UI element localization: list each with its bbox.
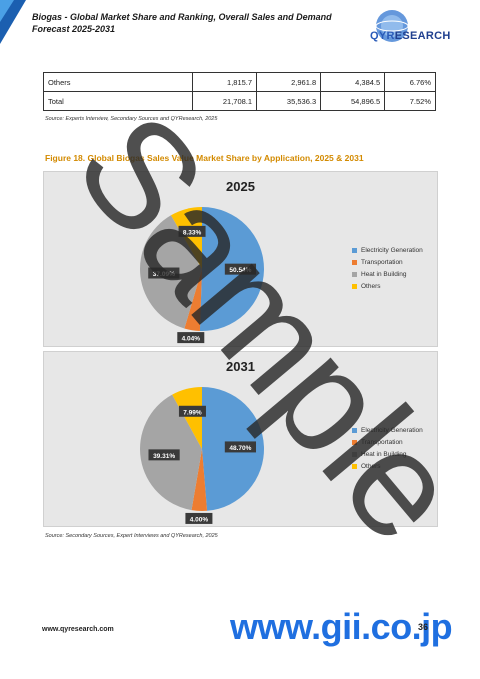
table-cell: 21,708.1: [191, 91, 258, 111]
document-header-title: Biogas - Global Market Share and Ranking…: [32, 12, 332, 34]
chart-source-note: Source: Secondary Sources, Expert Interv…: [45, 533, 218, 539]
slice-data-label: 48.70%: [224, 441, 257, 453]
page-number: 36: [418, 622, 429, 632]
table-cell: 54,896.5: [320, 91, 386, 111]
pie-slice: [171, 207, 202, 269]
qyresearch-logo: [375, 10, 409, 42]
legend-item: Electricity Generation: [352, 424, 423, 436]
legend-item: Heat in Building: [352, 268, 423, 280]
table-cell: 6.76%: [384, 72, 436, 92]
pie-svg: 50.54% 4.04% 37.09% 8.33%: [139, 207, 265, 344]
slice-data-label: 4.00%: [185, 512, 213, 524]
table-source-note: Source: Experts Interview, Secondary Sou…: [45, 116, 218, 122]
svg-text:4.04%: 4.04%: [182, 336, 201, 343]
legend-item: Heat in Building: [352, 448, 423, 460]
chart-title: 2031: [226, 359, 255, 374]
svg-text:50.54%: 50.54%: [229, 267, 251, 274]
data-table: Others 1,815.7 2,961.8 4,384.5 6.76% Tot…: [43, 72, 436, 111]
chart-title: 2025: [226, 179, 255, 194]
chart-legend: Electricity Generation Transportation He…: [352, 244, 423, 292]
table-row: Others 1,815.7 2,961.8 4,384.5 6.76%: [43, 72, 436, 92]
svg-text:8.33%: 8.33%: [183, 229, 202, 236]
slice-data-label: 4.04%: [177, 332, 205, 344]
gii-watermark-text: www.gii.co.jp: [230, 606, 453, 647]
pie-slice: [172, 387, 202, 449]
table-row: Total 21,708.1 35,536.3 54,896.5 7.52%: [43, 91, 436, 111]
pie-chart-2025: 2025 50.54% 4.04% 37.09% 8.33% Electricity …: [43, 171, 438, 347]
legend-item: Electricity Generation: [352, 244, 423, 256]
legend-swatch: [352, 283, 357, 289]
table-cell: Total: [43, 91, 193, 111]
legend-item: Others: [352, 460, 423, 472]
pie-chart-2031: 2031 48.70% 4.00% 39.31% 7.99% Electricity …: [43, 351, 438, 527]
legend-swatch: [352, 439, 357, 445]
table-cell: 35,536.3: [256, 91, 322, 111]
slice-data-label: 39.31%: [148, 449, 180, 461]
legend-swatch: [352, 247, 357, 253]
slice-data-label: 7.99%: [178, 405, 206, 417]
legend-swatch: [352, 427, 357, 433]
svg-text:48.70%: 48.70%: [229, 445, 251, 452]
legend-swatch: [352, 463, 357, 469]
legend-item: Transportation: [352, 256, 423, 268]
legend-item: Transportation: [352, 436, 423, 448]
logo-text: QYRESEARCH: [370, 30, 451, 42]
pie-svg: 48.70% 4.00% 39.31% 7.99%: [140, 387, 265, 524]
table-cell: 1,815.7: [191, 72, 258, 92]
slice-data-label: 8.33%: [178, 225, 206, 237]
legend-swatch: [352, 271, 357, 277]
slice-data-label: 37.09%: [148, 267, 180, 279]
pie-slice: [184, 269, 202, 331]
pie-slice: [191, 449, 208, 511]
svg-text:7.99%: 7.99%: [183, 409, 202, 416]
svg-text:4.00%: 4.00%: [190, 516, 209, 523]
slice-data-label: 50.54%: [224, 263, 257, 275]
table-cell: 7.52%: [384, 91, 436, 111]
legend-swatch: [352, 451, 357, 457]
legend-swatch: [352, 259, 357, 265]
table-cell: 2,961.8: [256, 72, 322, 92]
table-cell: Others: [43, 72, 193, 92]
corner-decoration: [0, 0, 26, 44]
table-cell: 4,384.5: [320, 72, 386, 92]
footer-url: www.qyresearch.com: [42, 626, 114, 633]
chart-legend: Electricity Generation Transportation He…: [352, 424, 423, 472]
figure-title: Figure 18. Global Biogas Sales Value Mar…: [45, 153, 364, 163]
svg-text:37.09%: 37.09%: [153, 271, 175, 278]
legend-item: Others: [352, 280, 423, 292]
svg-text:39.31%: 39.31%: [153, 453, 175, 460]
